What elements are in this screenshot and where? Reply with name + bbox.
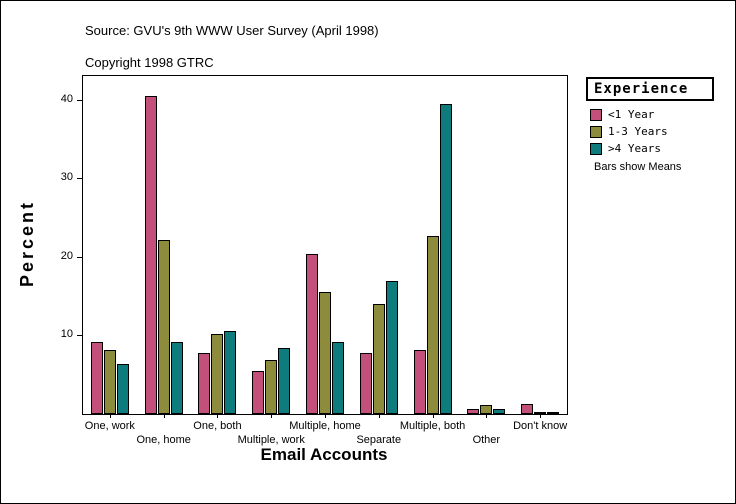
legend-entry: <1 Year	[590, 108, 714, 121]
x-tick-mark	[109, 414, 111, 418]
bar	[439, 103, 452, 414]
bar	[224, 331, 237, 414]
y-tick-mark	[77, 178, 83, 180]
bar	[413, 350, 426, 414]
bar-group	[513, 76, 567, 414]
x-tick-mark	[378, 414, 380, 418]
legend-entry-label: 1-3 Years	[608, 125, 668, 138]
y-tick-label: 10	[60, 328, 73, 341]
y-tick-mark	[77, 335, 83, 337]
x-tick-label: Don't know	[513, 420, 568, 432]
source-caption: Source: GVU's 9th WWW User Survey (April…	[85, 23, 379, 38]
bar	[331, 342, 344, 414]
x-tick-mark	[432, 414, 434, 418]
legend-swatch	[590, 108, 602, 121]
x-axis-title: Email Accounts	[260, 445, 388, 464]
y-tick-mark	[77, 256, 83, 258]
bar	[493, 408, 506, 414]
bar-group	[83, 76, 137, 414]
legend-swatch	[590, 125, 602, 138]
bar	[157, 239, 170, 414]
legend-items: <1 Year 1-3 Years >4 Years	[586, 108, 714, 155]
x-tick-label: One, home	[136, 434, 191, 446]
bar	[144, 96, 157, 414]
bar	[534, 412, 547, 414]
y-tick-mark	[77, 99, 83, 101]
bar-group	[244, 76, 298, 414]
bar	[198, 353, 211, 414]
x-tick-mark	[217, 414, 219, 418]
legend-swatch	[590, 142, 602, 155]
x-tick-label: Multiple, both	[399, 420, 466, 432]
legend-entry-label: >4 Years	[608, 142, 661, 155]
legend-title: Experience	[586, 77, 714, 101]
bar	[426, 236, 439, 414]
bar-group	[352, 76, 406, 414]
x-tick-mark	[540, 414, 542, 418]
x-tick-mark	[486, 414, 488, 418]
bar	[467, 408, 480, 414]
bar	[103, 349, 116, 414]
x-tick-label: Other	[472, 434, 501, 446]
copyright-caption: Copyright 1998 GTRC	[85, 55, 214, 70]
bar	[252, 370, 265, 414]
x-tick-label: One, both	[193, 420, 242, 432]
y-axis-title: Percent	[17, 75, 38, 413]
x-tick-mark	[163, 414, 165, 418]
bar	[521, 403, 534, 414]
bar	[278, 347, 291, 414]
x-tick-label: Multiple, home	[289, 420, 361, 432]
y-tick-label: 40	[60, 92, 73, 105]
bar	[305, 253, 318, 414]
bar-group	[459, 76, 513, 414]
x-tick-label: One, work	[84, 420, 135, 432]
x-tick-mark	[325, 414, 326, 418]
x-tick-mark	[271, 414, 273, 418]
bar	[265, 359, 278, 414]
bar	[90, 341, 103, 414]
bar	[480, 405, 493, 414]
bar	[211, 333, 224, 414]
bar	[372, 303, 385, 414]
bar-group	[298, 76, 352, 414]
y-axis-title-text: Percent	[17, 200, 37, 288]
legend-entry: >4 Years	[590, 142, 714, 155]
x-tick-label: Multiple, work	[237, 434, 305, 446]
legend-note: Bars show Means	[594, 161, 682, 173]
bar-group	[137, 76, 191, 414]
bar-group	[406, 76, 460, 414]
legend-entry: 1-3 Years	[590, 125, 714, 138]
x-tick-label: Separate	[356, 434, 402, 446]
y-tick-label: 30	[60, 171, 73, 184]
bar	[385, 281, 398, 414]
plot-area: 10 20 30 40 One, work One, home One, both Multi…	[61, 75, 568, 446]
bar	[318, 292, 331, 414]
bar	[170, 342, 183, 414]
bar	[116, 363, 129, 414]
bar-group	[191, 76, 245, 414]
bar	[547, 412, 560, 414]
legend: Experience <1 Year 1-3 Years >4 Years	[586, 77, 714, 159]
bar	[359, 352, 372, 414]
legend-entry-label: <1 Year	[608, 108, 655, 121]
y-tick-label: 20	[60, 249, 73, 262]
